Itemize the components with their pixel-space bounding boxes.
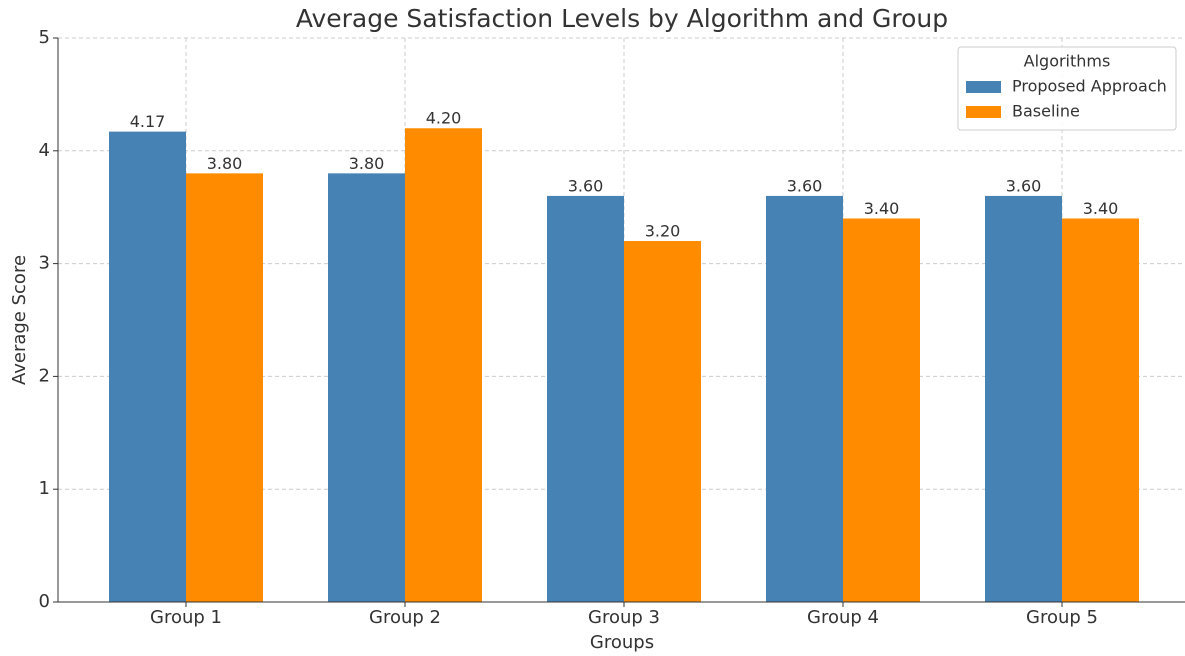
legend-swatch bbox=[966, 81, 1001, 93]
bar bbox=[624, 241, 701, 603]
bar bbox=[766, 195, 843, 603]
x-axis-label: Groups bbox=[590, 632, 654, 653]
bar bbox=[405, 128, 482, 603]
x-tick-label: Group 4 bbox=[807, 607, 879, 628]
x-tick-label: Group 3 bbox=[588, 607, 660, 628]
bar bbox=[186, 173, 263, 603]
value-label: 3.40 bbox=[864, 199, 900, 218]
x-tick-label: Group 1 bbox=[150, 607, 222, 628]
legend-label: Proposed Approach bbox=[1012, 77, 1167, 96]
y-tick-label: 0 bbox=[39, 591, 50, 612]
legend-swatch bbox=[966, 106, 1001, 118]
x-tick-label: Group 5 bbox=[1026, 607, 1098, 628]
y-tick-label: 3 bbox=[39, 253, 50, 274]
x-tick-label: Group 2 bbox=[369, 607, 441, 628]
value-label: 3.80 bbox=[349, 154, 385, 173]
y-tick-label: 5 bbox=[39, 27, 50, 48]
bar bbox=[547, 195, 624, 603]
bar bbox=[1062, 218, 1139, 603]
bar bbox=[843, 218, 920, 603]
value-label: 3.60 bbox=[568, 176, 604, 195]
value-label: 3.20 bbox=[645, 222, 681, 241]
value-label: 4.20 bbox=[426, 109, 462, 128]
legend: Algorithms Proposed Approach Baseline bbox=[957, 46, 1177, 131]
legend-box bbox=[957, 46, 1177, 131]
bar bbox=[985, 195, 1062, 603]
value-label: 3.60 bbox=[1006, 176, 1042, 195]
y-tick-label: 2 bbox=[39, 365, 50, 386]
value-label: 4.17 bbox=[130, 112, 166, 131]
value-label: 3.80 bbox=[207, 154, 243, 173]
legend-label: Baseline bbox=[1012, 102, 1080, 121]
bar bbox=[109, 131, 186, 602]
y-tick-label: 1 bbox=[39, 478, 50, 499]
chart-title: Average Satisfaction Levels by Algorithm… bbox=[296, 4, 948, 33]
y-tick-label: 4 bbox=[39, 140, 50, 161]
value-label: 3.40 bbox=[1083, 199, 1119, 218]
bar bbox=[328, 173, 405, 603]
legend-title: Algorithms bbox=[1024, 52, 1111, 71]
y-axis-label: Average Score bbox=[9, 255, 30, 385]
value-label: 3.60 bbox=[787, 176, 823, 195]
